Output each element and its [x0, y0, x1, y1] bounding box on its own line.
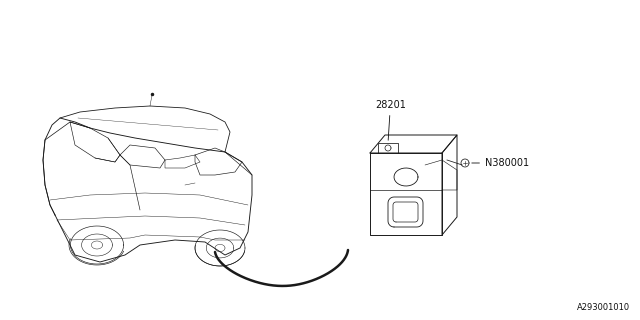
Text: 28201: 28201 [375, 100, 406, 140]
Text: A293001010: A293001010 [577, 303, 630, 312]
Text: N380001: N380001 [472, 158, 529, 168]
